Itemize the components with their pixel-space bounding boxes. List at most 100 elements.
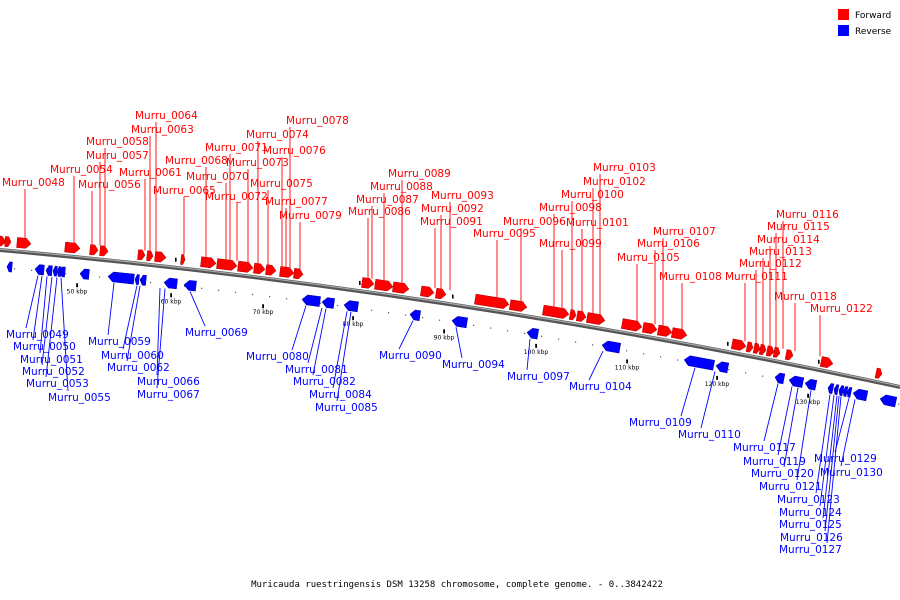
forward-gene-arrow [361,277,375,289]
forward-gene-arrow [216,258,238,271]
gene-label: Murru_0084 [309,389,372,401]
forward-gene-arrow [819,356,834,369]
gene-label: Murru_0094 [442,359,505,371]
gene-label: Murru_0090 [379,350,442,362]
gene-label: Murru_0053 [26,378,89,390]
forward-gene-arrow [392,281,410,294]
minor-tick [898,403,900,405]
tick-label: 70 kbp [253,309,274,316]
major-tick [170,293,172,298]
gene-arrow-outline [474,293,510,309]
reverse-gene-arrow [343,300,359,313]
gene-label: Murru_0093 [431,190,494,202]
label-leader [25,275,39,329]
gene-label: Murru_0124 [779,507,842,519]
label-leader [783,387,799,468]
gene-arrow-body [853,389,868,401]
minor-tick [575,341,577,343]
minor-tick [558,338,560,340]
gene-arrow-body [789,376,804,388]
minor-tick [473,324,475,326]
reverse-gene-arrow [852,388,869,402]
gene-arrow-body [64,242,80,254]
gene-arrow-outline [99,245,109,257]
gene-arrow-outline [361,277,375,289]
label-leader [777,386,793,456]
forward-gene-arrow [730,338,747,351]
genome-backbone [0,248,900,389]
gene-arrow-outline [819,356,834,369]
gene-arrow-body [80,268,90,280]
gene-arrow-body [361,277,374,289]
label-leader [307,307,323,364]
upper-tick [175,257,177,262]
gene-arrow-outline [772,346,781,358]
legend: Forward Reverse [838,9,892,37]
gene-label: Murru_0049 [6,329,69,341]
gene-label: Murru_0057 [86,150,149,162]
gene-arrow-outline [420,285,435,298]
minor-tick [371,309,373,311]
tick-label: 50 kbp [67,288,88,295]
gene-label: Murru_0055 [48,392,111,404]
gene-label: Murru_0109 [629,417,692,429]
upper-tick [727,341,729,346]
forward-gene-arrow [137,249,146,261]
minor-tick [490,327,492,329]
gene-arrow-body [410,309,421,321]
upper-tick [359,280,361,285]
label-leader [455,327,463,359]
tick-label: 120 kbp [705,381,730,388]
gene-label: Murru_0069 [185,327,248,339]
gene-label: Murru_0085 [315,402,378,414]
reverse-gene-arrow [842,386,849,397]
gene-arrow-outline [321,297,335,309]
major-tick [535,343,537,348]
gene-arrow-body [237,261,253,273]
upper-tick [452,294,454,299]
gene-arrow-outline [788,375,805,388]
gene-arrow-outline [374,279,394,292]
gene-arrow-outline [253,262,266,275]
gene-arrow-body [154,251,166,263]
gene-arrow-outline [774,372,786,385]
minor-tick [405,314,407,316]
gene-label: Murru_0065 [153,185,216,197]
minor-tick [728,369,730,371]
gene-arrow-body [253,263,265,274]
gene-label: Murru_0129 [814,453,877,465]
gene-label: Murru_0087 [356,194,419,206]
gene-arrow-outline [0,235,7,247]
reverse-gene-arrow [451,316,468,329]
gene-label: Murru_0100 [561,189,624,201]
reverse-gene-arrow [52,265,58,277]
reverse-gene-arrow [804,379,818,391]
gene-arrow-outline [409,309,421,321]
reverse-gene-arrow [79,268,90,280]
gene-label: Murru_0126 [780,532,843,544]
minor-tick [388,312,390,314]
gene-arrow-outline [163,277,178,290]
gene-label: Murru_0051 [20,354,83,366]
gene-arrow-outline [154,251,167,263]
gene-arrow-outline [265,264,277,276]
gene-arrow-outline [146,250,154,262]
forward-gene-arrow [585,312,606,325]
legend-forward-label: Forward [855,11,891,21]
label-leader [156,288,166,389]
minor-tick [320,302,322,304]
gene-label: Murru_0072 [205,191,268,203]
gene-arrow-body [435,288,446,299]
forward-gene-arrow [509,299,528,312]
gene-arrow-outline [301,294,321,307]
minor-tick [286,298,288,300]
legend-reverse-swatch [838,25,849,36]
gene-arrow-outline [833,384,840,396]
backbone-highlight [0,248,900,387]
gene-arrow-body [16,237,31,249]
reverse-gene-arrow [683,355,715,371]
gene-arrow-outline [683,355,715,371]
gene-arrow-outline [568,309,577,321]
gene-label: Murru_0052 [22,366,85,378]
